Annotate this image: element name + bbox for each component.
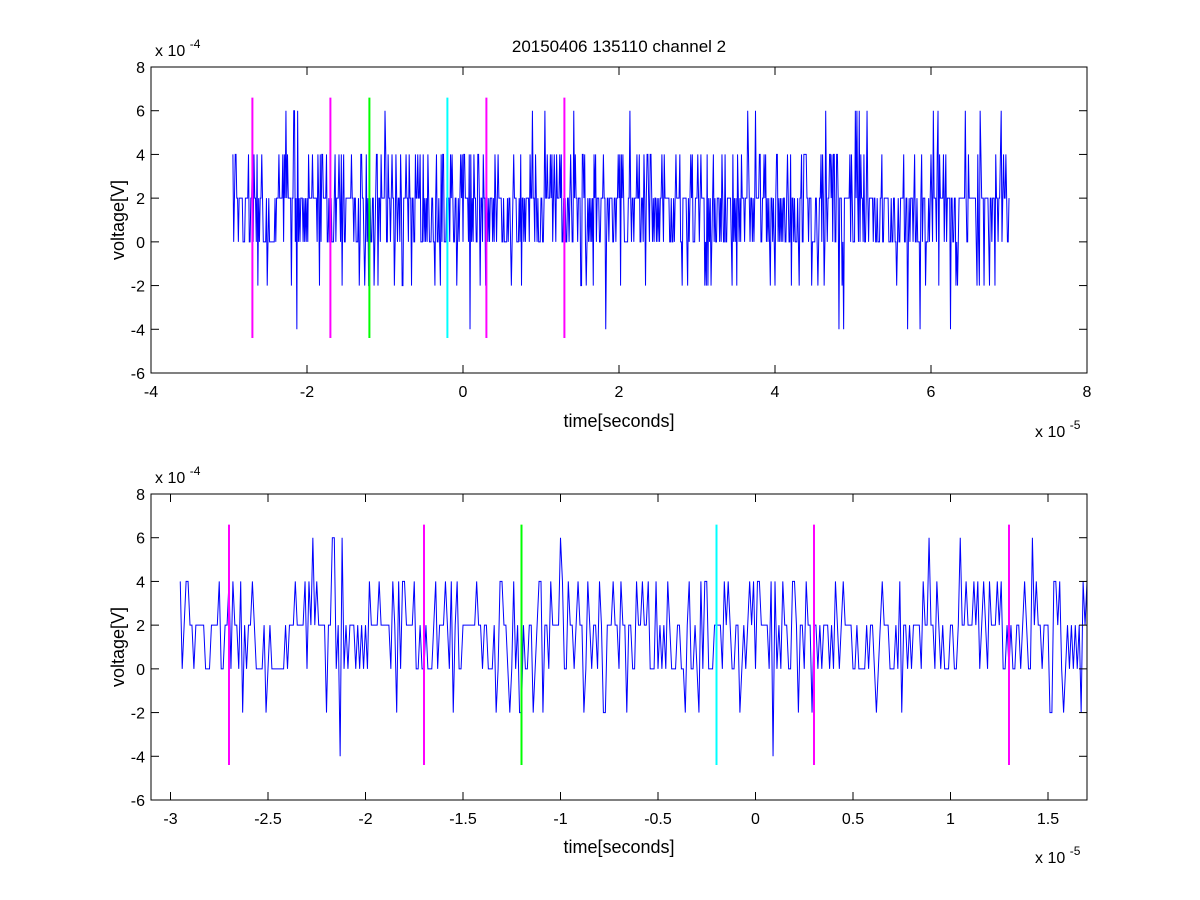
top-y-ticks: -6 -4 -2 0 2 4 6 8: [131, 60, 1087, 383]
bottom-voltage-trace-0: [179, 537, 1087, 757]
bottom-x-tick-label: -2.5: [254, 811, 282, 828]
bottom-y-tick-label: -4: [131, 749, 145, 766]
bottom-x-tick-label: -2: [358, 811, 372, 828]
top-series-layer: [232, 110, 1010, 330]
bottom-x-multiplier: x 10 -5: [1035, 844, 1081, 867]
bottom-x-tick-label: -3: [163, 811, 177, 828]
bottom-plot-panel: -3 -2.5 -2 -1.5 -1 -0.5 0 0.5 1 1.5 -6 -4 -2 0 2 4 6 8 t…: [108, 464, 1088, 867]
top-y-axis-label: voltage[V]: [108, 180, 128, 260]
top-x-multiplier-base: x 10: [1035, 424, 1065, 441]
top-x-multiplier: x 10 -5: [1035, 418, 1081, 441]
top-y-tick-label: 2: [136, 191, 145, 208]
top-x-tick-label: 8: [1083, 384, 1092, 401]
top-y-multiplier-exp: -4: [190, 37, 201, 51]
bottom-x-axis-label: time[seconds]: [563, 837, 674, 857]
bottom-x-tick-label: 1: [946, 811, 955, 828]
bottom-x-tick-label: 1.5: [1037, 811, 1059, 828]
bottom-y-ticks: -6 -4 -2 0 2 4 6 8: [131, 487, 1087, 810]
top-y-tick-label: 4: [136, 147, 145, 164]
top-x-tick-label: 0: [459, 384, 468, 401]
bottom-axes-box: [150, 493, 1088, 801]
top-x-tick-label: -2: [300, 384, 314, 401]
bottom-y-tick-label: 0: [136, 662, 145, 679]
top-x-axis-label: time[seconds]: [563, 411, 674, 431]
bottom-y-tick-label: 6: [136, 531, 145, 548]
top-plot-title: 20150406 135110 channel 2: [512, 37, 726, 56]
bottom-x-tick-label: -1: [553, 811, 567, 828]
top-y-multiplier-base: x 10: [155, 43, 185, 60]
top-marker-layer: [251, 97, 566, 339]
bottom-x-ticks: -3 -2.5 -2 -1.5 -1 -0.5 0 0.5 1 1.5: [163, 494, 1059, 828]
top-y-tick-label: 6: [136, 104, 145, 121]
top-x-tick-label: 6: [927, 384, 936, 401]
bottom-x-tick-label: -1.5: [449, 811, 477, 828]
top-y-tick-label: 0: [136, 235, 145, 252]
top-plot-panel: 20150406 135110 channel 2 -4 -2 0 2 4 6 8 -6-4…: [108, 37, 1092, 441]
bottom-x-tick-label: 0: [751, 811, 760, 828]
top-y-tick-label: -2: [131, 279, 145, 296]
top-y-tick-label: -4: [131, 322, 145, 339]
top-x-ticks: -4 -2 0 2 4 6 8: [144, 67, 1092, 401]
bottom-y-tick-label: 2: [136, 618, 145, 635]
top-y-tick-label: -6: [131, 366, 145, 383]
top-y-tick-label: 8: [136, 60, 145, 77]
bottom-y-multiplier-exp: -4: [190, 464, 201, 478]
top-x-multiplier-exp: -5: [1070, 418, 1081, 432]
bottom-series-layer: [179, 537, 1087, 757]
bottom-y-axis-label: voltage[V]: [108, 607, 128, 687]
top-x-tick-label: 4: [771, 384, 780, 401]
bottom-marker-layer: [228, 524, 1010, 766]
bottom-y-multiplier-base: x 10: [155, 470, 185, 487]
bottom-y-tick-label: 4: [136, 574, 145, 591]
top-x-tick-label: -4: [144, 384, 158, 401]
bottom-y-tick-label: 8: [136, 487, 145, 504]
bottom-x-tick-label: -0.5: [644, 811, 672, 828]
bottom-x-tick-label: 0.5: [842, 811, 864, 828]
top-voltage-trace-0: [232, 110, 1010, 330]
top-y-multiplier: x 10 -4: [155, 37, 201, 60]
bottom-y-tick-label: -6: [131, 793, 145, 810]
bottom-x-multiplier-base: x 10: [1035, 850, 1065, 867]
bottom-x-multiplier-exp: -5: [1070, 844, 1081, 858]
bottom-y-multiplier: x 10 -4: [155, 464, 201, 487]
top-x-tick-label: 2: [615, 384, 624, 401]
bottom-y-tick-label: -2: [131, 706, 145, 723]
